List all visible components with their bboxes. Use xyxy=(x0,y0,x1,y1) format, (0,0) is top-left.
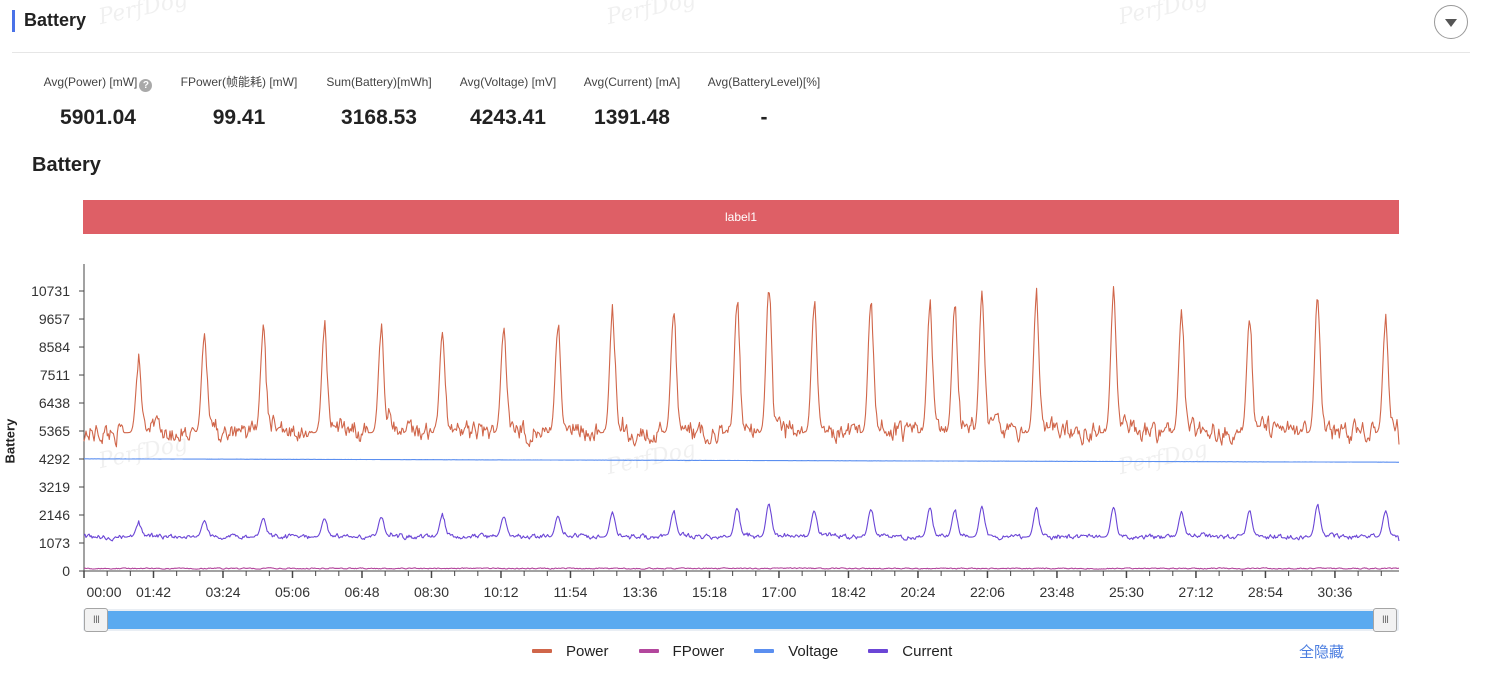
x-tick-label: 03:24 xyxy=(205,584,240,600)
legend-label: FPower xyxy=(672,642,725,660)
x-tick-label: 25:30 xyxy=(1109,584,1144,600)
legend-swatch xyxy=(532,649,552,653)
stat-label: Avg(Current) [mA] xyxy=(583,75,681,89)
stat-label: Avg(BatteryLevel)[%] xyxy=(707,75,821,89)
series-line-current xyxy=(83,503,1400,542)
y-tick-label: 6438 xyxy=(39,395,70,411)
legend-swatch xyxy=(868,649,889,653)
x-tick-label: 18:42 xyxy=(831,584,866,600)
stat-value: 5901.04 xyxy=(60,106,136,129)
y-tick-label: 2146 xyxy=(39,507,70,523)
x-tick-label: 22:06 xyxy=(970,584,1005,600)
stat-avg-power: Avg(Power) [mW]? 5901.04 xyxy=(37,74,159,130)
legend-item-current[interactable]: Current xyxy=(868,643,952,660)
chevron-down-icon xyxy=(1445,19,1457,27)
x-tick-label: 11:54 xyxy=(553,584,587,600)
legend-item-voltage[interactable]: Voltage xyxy=(754,643,838,660)
help-icon[interactable]: ? xyxy=(139,79,153,92)
stat-sum-battery: Sum(Battery)[mWh] 3168.53 xyxy=(320,74,438,130)
stat-label: FPower(帧能耗) [mW] xyxy=(180,75,298,89)
x-tick-label: 13:36 xyxy=(622,584,657,600)
x-tick-label: 06:48 xyxy=(344,584,379,600)
x-tick-label: 08:30 xyxy=(414,584,449,600)
y-tick-label: 7511 xyxy=(40,367,70,383)
legend-label: Voltage xyxy=(788,642,839,660)
legend-label: Current xyxy=(902,642,953,660)
zoom-slider-right-handle[interactable]: III xyxy=(1373,608,1397,632)
zoom-slider-range[interactable] xyxy=(96,611,1386,629)
y-tick-label: 10731 xyxy=(31,283,70,299)
legend-item-power[interactable]: Power xyxy=(532,643,609,660)
y-axis: 0 1073 2146 3219 4292 5365 6438 7511 8584 9657 107… xyxy=(31,264,85,579)
stat-value: 4243.41 xyxy=(470,106,546,129)
x-tick-label: 20:24 xyxy=(900,584,935,600)
stat-fpower: FPower(帧能耗) [mW] 99.41 xyxy=(174,74,304,130)
stat-avg-current: Avg(Current) [mA] 1391.48 xyxy=(577,74,687,130)
x-axis: 00:00 01:42 03:24 05:06 06:48 08:30 10:12 11:54… xyxy=(83,570,1399,600)
y-tick-label: 9657 xyxy=(39,311,70,327)
battery-line-chart[interactable]: 0 1073 2146 3219 4292 5365 6438 7511 8584 9657 107… xyxy=(0,250,1486,610)
legend-swatch xyxy=(754,649,775,653)
x-tick-label: 28:54 xyxy=(1248,584,1283,600)
stat-label: Avg(Voltage) [mV] xyxy=(459,75,557,89)
x-tick-label: 27:12 xyxy=(1178,584,1213,600)
stat-avg-battery-level: Avg(BatteryLevel)[%] - xyxy=(701,74,827,130)
chart-legend: Power FPower Voltage Current xyxy=(532,641,952,661)
stat-value: - xyxy=(760,106,768,129)
series-line-power xyxy=(83,286,1400,448)
stat-value: 3168.53 xyxy=(341,106,417,129)
x-tick-label: 30:36 xyxy=(1317,584,1352,600)
x-tick-label: 23:48 xyxy=(1039,584,1074,600)
stat-value: 99.41 xyxy=(212,106,266,129)
legend-item-fpower[interactable]: FPower xyxy=(638,642,725,660)
zoom-slider-left-handle[interactable]: III xyxy=(84,608,108,632)
x-tick-label: 01:42 xyxy=(136,584,171,600)
panel-title: Battery xyxy=(24,10,87,30)
hide-all-button[interactable]: 全隐藏 xyxy=(1299,644,1345,661)
stat-label: Sum(Battery)[mWh] xyxy=(326,75,432,89)
y-tick-label: 8584 xyxy=(39,339,70,355)
label-band[interactable]: label1 xyxy=(83,200,1399,234)
stat-avg-voltage: Avg(Voltage) [mV] 4243.41 xyxy=(453,74,563,130)
header-accent-bar xyxy=(12,10,15,32)
x-tick-label: 17:00 xyxy=(761,584,796,600)
x-tick-label: 00:00 xyxy=(86,584,121,600)
series-line-fpower xyxy=(83,567,1400,570)
collapse-button[interactable] xyxy=(1434,5,1468,39)
legend-swatch xyxy=(638,649,659,653)
panel-header: Battery xyxy=(12,0,1470,53)
stat-value: 1391.48 xyxy=(594,106,670,129)
x-tick-label: 10:12 xyxy=(483,584,518,600)
y-tick-label: 4292 xyxy=(39,451,70,467)
y-tick-label: 0 xyxy=(62,563,70,579)
x-tick-label: 15:18 xyxy=(692,584,727,600)
series-lines xyxy=(83,286,1400,570)
stat-label: Avg(Power) [mW] xyxy=(43,75,138,89)
y-tick-label: 1073 xyxy=(39,535,70,551)
y-tick-label: 5365 xyxy=(39,423,70,439)
y-tick-label: 3219 xyxy=(39,479,70,495)
x-tick-label: 05:06 xyxy=(275,584,310,600)
chart-title: Battery xyxy=(32,154,101,176)
series-line-voltage xyxy=(84,458,1400,463)
legend-label: Power xyxy=(566,642,609,660)
